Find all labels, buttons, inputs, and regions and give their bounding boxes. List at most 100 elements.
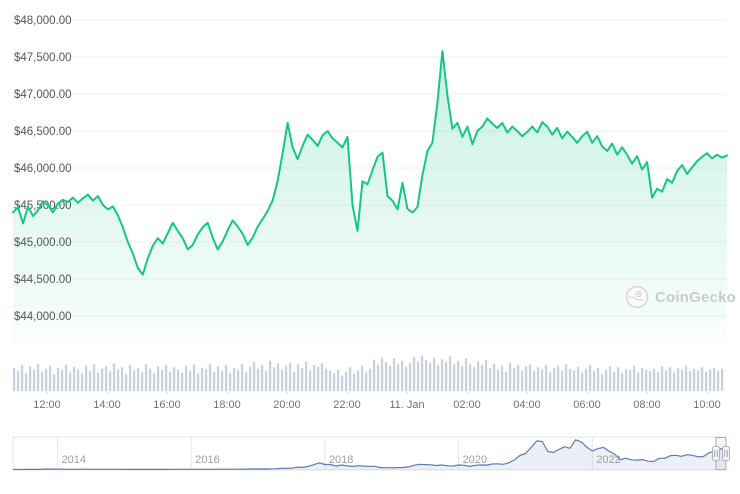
volume-bar bbox=[149, 368, 152, 391]
volume-bar bbox=[377, 364, 380, 391]
volume-bar bbox=[185, 365, 188, 391]
volume-bars-chart[interactable] bbox=[0, 350, 740, 394]
volume-bar bbox=[593, 371, 596, 391]
navigator-handle-right[interactable] bbox=[722, 446, 730, 461]
volume-bar bbox=[49, 365, 52, 391]
y-axis-label: $45,000.00 bbox=[14, 237, 72, 249]
navigator-line bbox=[12, 439, 727, 471]
navigator-handle-left[interactable] bbox=[712, 446, 720, 461]
volume-bar bbox=[501, 365, 504, 391]
volume-bar bbox=[321, 363, 324, 392]
volume-bar bbox=[413, 357, 416, 391]
volume-bar bbox=[505, 371, 508, 391]
volume-bar bbox=[141, 372, 144, 391]
volume-bar bbox=[665, 370, 668, 391]
volume-bar bbox=[577, 366, 580, 391]
x-axis-label: 18:00 bbox=[213, 399, 241, 411]
volume-bar bbox=[477, 361, 480, 391]
volume-bar bbox=[461, 365, 464, 391]
navigator-year-label: 2022 bbox=[596, 454, 621, 466]
volume-bar bbox=[269, 360, 272, 391]
volume-bar bbox=[397, 363, 400, 391]
x-axis-label: 11. Jan bbox=[389, 399, 425, 411]
volume-bar bbox=[581, 372, 584, 391]
y-axis-label: $48,000.00 bbox=[14, 15, 72, 27]
x-axis-label: 22:00 bbox=[333, 399, 361, 411]
x-axis-label: 08:00 bbox=[633, 399, 661, 411]
volume-bar bbox=[645, 369, 648, 391]
navigator-chart[interactable] bbox=[0, 430, 740, 480]
navigator-year-labels: 2014 2016 2018 2020 2022 bbox=[61, 454, 621, 466]
volume-bar bbox=[349, 367, 352, 391]
volume-bar bbox=[53, 374, 56, 391]
volume-bar bbox=[77, 369, 80, 391]
volume-bar bbox=[233, 368, 236, 391]
volume-bar bbox=[237, 369, 240, 391]
volume-bar bbox=[197, 373, 200, 391]
volume-bar bbox=[465, 358, 468, 391]
navigator-year-label: 2020 bbox=[462, 454, 488, 466]
volume-bar bbox=[93, 364, 96, 391]
x-axis-label: 14:00 bbox=[93, 399, 121, 411]
volume-bar bbox=[229, 373, 232, 391]
volume-bar bbox=[653, 368, 656, 391]
volume-bar bbox=[393, 358, 396, 391]
volume-bar bbox=[101, 368, 104, 391]
volume-bar bbox=[525, 366, 528, 391]
volume-bar bbox=[409, 362, 412, 391]
volume-bar bbox=[401, 360, 404, 391]
volume-bar bbox=[289, 362, 292, 391]
volume-bar bbox=[17, 370, 20, 391]
volume-bar bbox=[565, 364, 568, 391]
volume-bar bbox=[385, 362, 388, 391]
volume-bar bbox=[557, 365, 560, 391]
volume-bar bbox=[225, 365, 228, 391]
volume-bar bbox=[673, 372, 676, 391]
volume-bar bbox=[281, 369, 284, 391]
volume-bar bbox=[617, 367, 620, 391]
volume-bar bbox=[701, 367, 704, 391]
volume-bar bbox=[57, 367, 60, 391]
x-axis-label: 04:00 bbox=[513, 399, 541, 411]
volume-bar bbox=[361, 365, 364, 391]
volume-bar bbox=[357, 370, 360, 391]
volume-bar bbox=[573, 370, 576, 391]
volume-bar bbox=[109, 371, 112, 391]
volume-bar bbox=[221, 371, 224, 391]
volume-bar bbox=[69, 372, 72, 391]
volume-bar bbox=[165, 364, 168, 391]
volume-bar bbox=[457, 360, 460, 391]
y-axis-label: $46,000.00 bbox=[14, 163, 72, 175]
volume-bar bbox=[261, 365, 264, 391]
volume-bar bbox=[353, 374, 356, 391]
volume-bar bbox=[425, 359, 428, 391]
volume-bar bbox=[641, 368, 644, 391]
volume-bar bbox=[433, 357, 436, 391]
volume-bar bbox=[693, 368, 696, 391]
volume-bar bbox=[105, 366, 108, 391]
volume-bar bbox=[373, 359, 376, 391]
volume-bar bbox=[613, 371, 616, 391]
volume-bar bbox=[337, 369, 340, 391]
volume-bar bbox=[469, 363, 472, 391]
x-axis-label: 20:00 bbox=[273, 399, 301, 411]
volume-bar bbox=[89, 371, 92, 391]
volume-bar bbox=[713, 368, 716, 391]
volume-bar bbox=[569, 368, 572, 391]
volume-bar bbox=[333, 373, 336, 391]
volume-bar bbox=[117, 369, 120, 391]
volume-bar bbox=[445, 362, 448, 391]
x-axis-label: 16:00 bbox=[153, 399, 181, 411]
x-axis: 12:00 14:00 16:00 18:00 20:00 22:00 11. Jan 02:… bbox=[33, 399, 721, 411]
navigator-year-label: 2014 bbox=[61, 454, 87, 466]
coingecko-logo-icon bbox=[625, 285, 649, 309]
volume-bar bbox=[681, 369, 684, 391]
volume-bar bbox=[521, 370, 524, 391]
volume-bar bbox=[689, 371, 692, 391]
main-price-chart[interactable]: $48,000.00 $47,500.00 $47,000.00 $46,500.00… bbox=[0, 0, 740, 350]
volume-bar bbox=[493, 363, 496, 391]
volume-bar bbox=[245, 372, 248, 391]
volume-bar bbox=[205, 369, 208, 391]
volume-bar bbox=[517, 365, 520, 391]
volume-bar bbox=[585, 368, 588, 391]
